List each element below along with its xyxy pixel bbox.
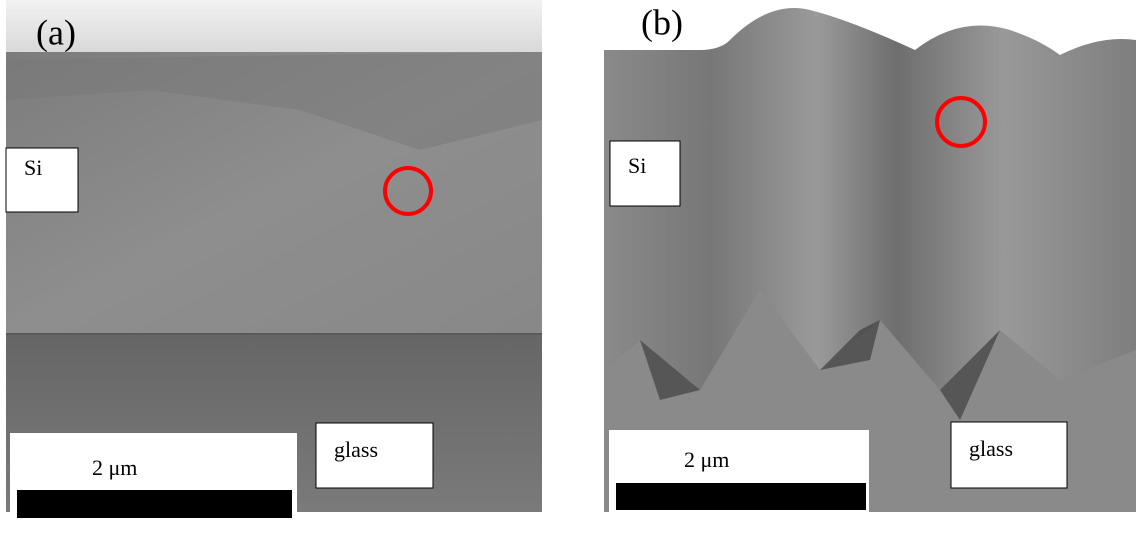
region-label: glass (334, 437, 378, 462)
scale-bar (17, 490, 292, 518)
panel-label: (a) (36, 12, 76, 52)
background-top (6, 0, 542, 54)
page: (a) Si glass 2 μm (b) Si glass 2 μm (() … (0, 0, 1136, 533)
panel-b: (b) Si glass 2 μm (604, 2, 1136, 513)
panel-a: (a) Si glass 2 μm (6, 0, 542, 521)
region-label: glass (969, 436, 1013, 461)
panel-label: (b) (641, 2, 683, 42)
scale-label: 2 μm (684, 447, 729, 472)
scale-label: 2 μm (92, 455, 137, 480)
scale-bar (616, 483, 866, 510)
figure: (a) Si glass 2 μm (b) Si glass 2 μm (0, 0, 1136, 533)
region-label: Si (628, 153, 646, 178)
region-label: Si (24, 155, 42, 180)
